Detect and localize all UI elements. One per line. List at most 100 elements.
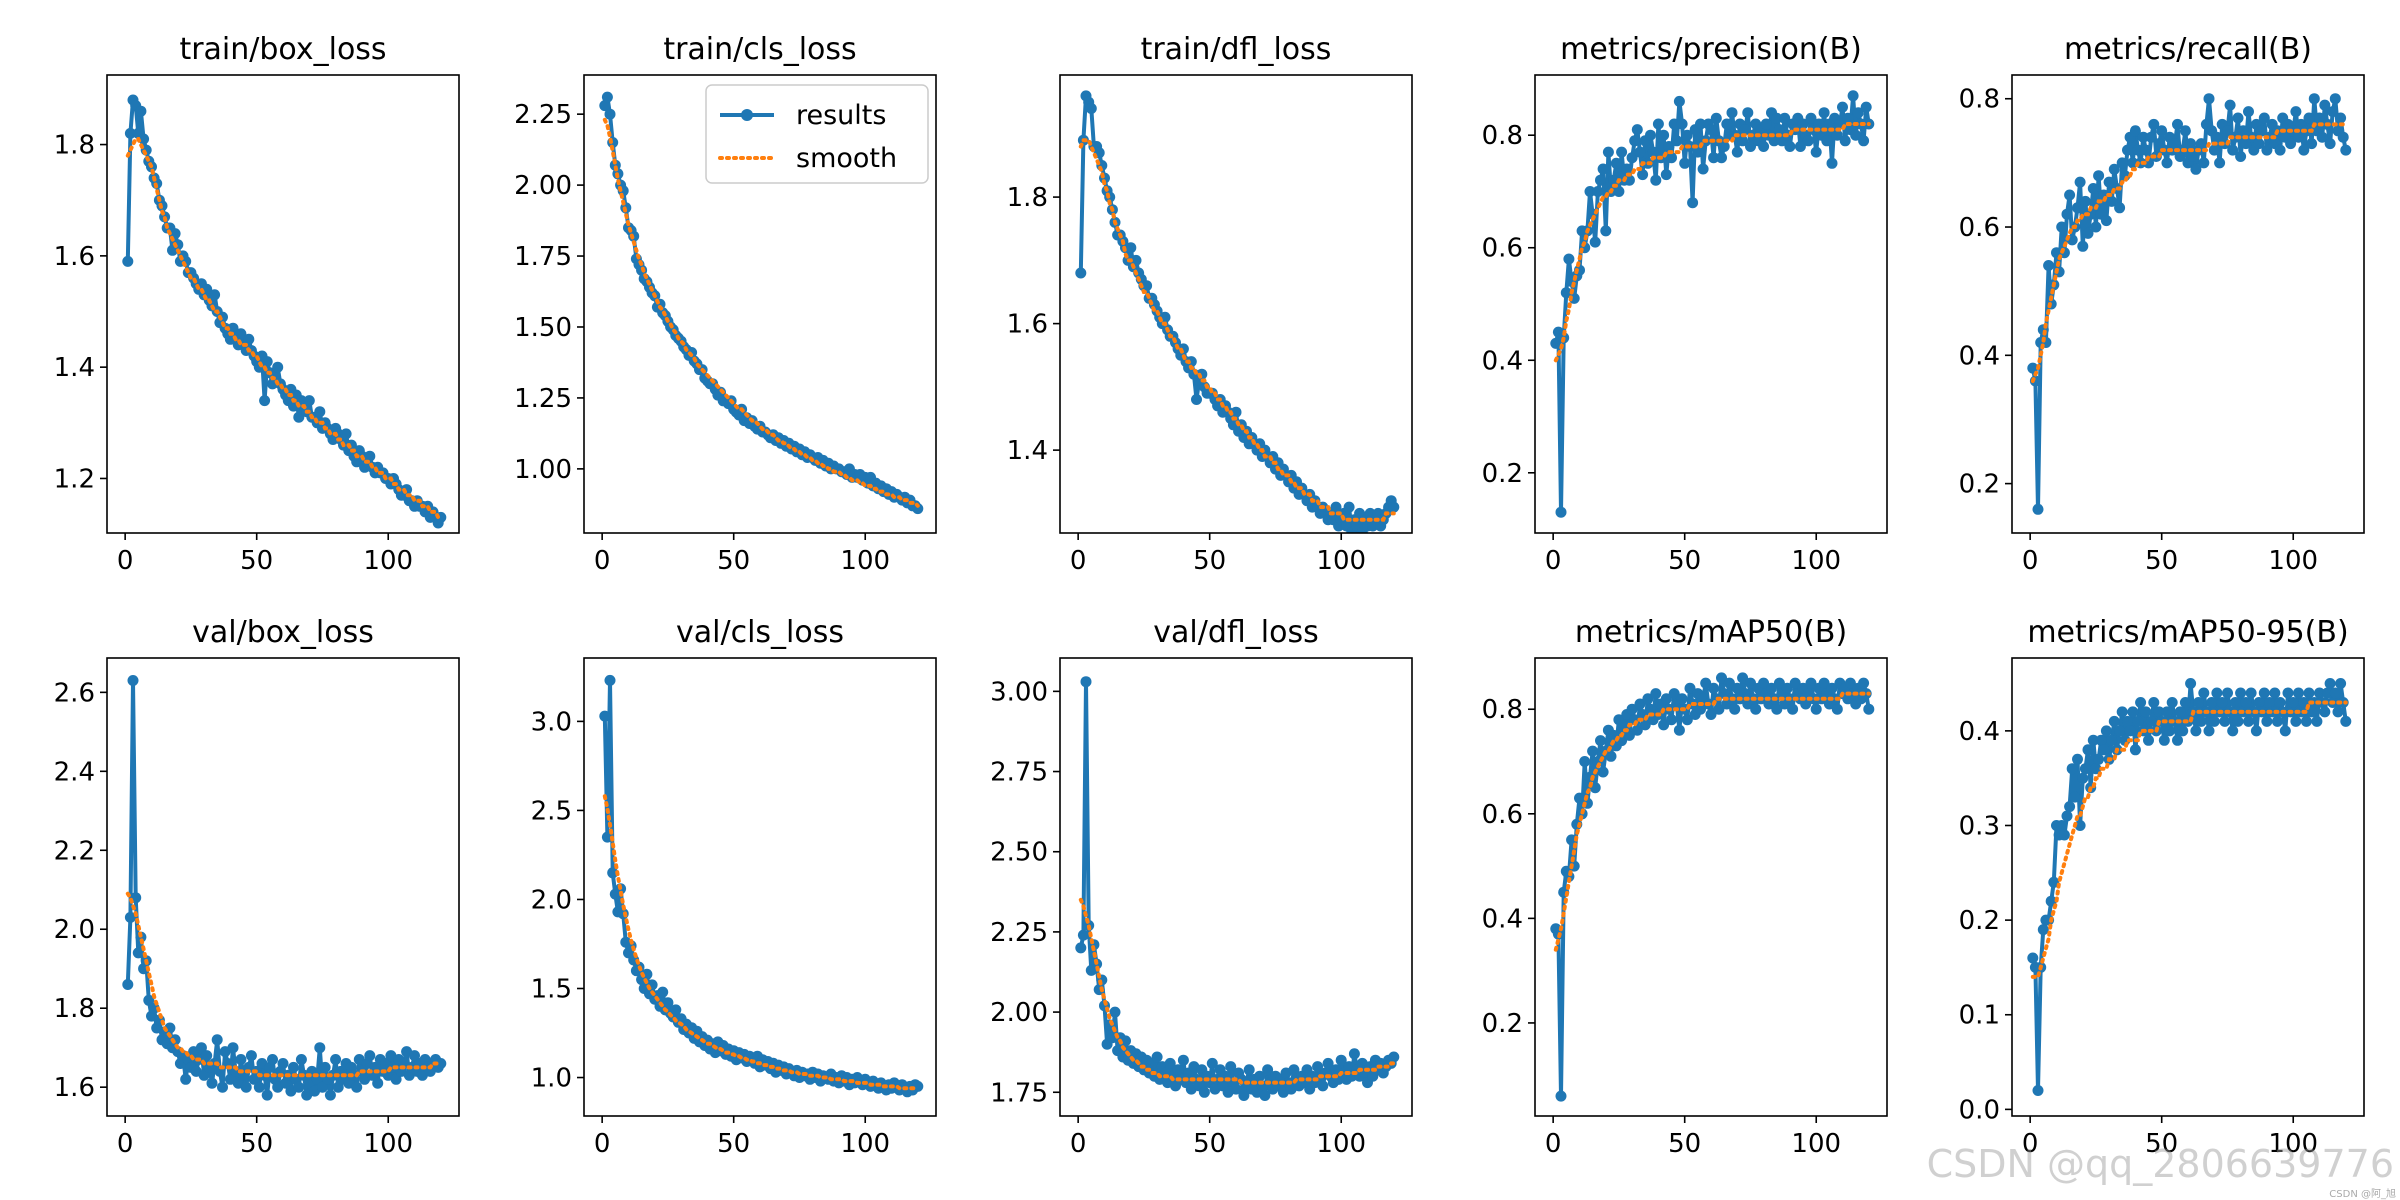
x-tick-label: 0 — [1070, 1129, 1087, 1159]
data-point — [2274, 697, 2286, 708]
data-point — [1673, 724, 1685, 736]
data-point — [2282, 687, 2294, 699]
subplot-val-box-loss: val/box_loss 0 50 100 1.6 1.8 2.0 2.2 2.4 2.6 — [54, 615, 460, 1159]
x-tick-label: 50 — [1193, 1129, 1226, 1159]
y-tick-label: 1.6 — [1007, 310, 1048, 340]
results-markers — [1075, 676, 1400, 1101]
data-point — [1750, 703, 1762, 715]
data-point — [1639, 719, 1651, 731]
data-point — [1668, 118, 1680, 130]
y-tick-label: 0.2 — [1959, 470, 2000, 500]
data-point — [2106, 195, 2118, 207]
data-point — [1671, 135, 1683, 147]
data-point — [277, 1058, 289, 1069]
data-point — [2298, 144, 2310, 156]
data-point — [1647, 146, 1659, 158]
data-point — [2269, 687, 2281, 699]
results-markers — [2027, 93, 2352, 515]
data-point — [1708, 152, 1720, 164]
data-point — [1826, 682, 1838, 694]
data-point — [2256, 125, 2268, 137]
x-tick-label: 0 — [594, 546, 611, 576]
axes-frame — [1534, 657, 1888, 1117]
x-tick-label: 50 — [2145, 546, 2178, 576]
data-point — [124, 127, 136, 139]
data-point — [1597, 766, 1609, 778]
data-point — [317, 1081, 328, 1093]
data-point — [2253, 697, 2265, 708]
data-point — [1595, 174, 1606, 186]
x-tick-label: 100 — [840, 1129, 890, 1159]
data-point — [2293, 131, 2304, 143]
data-point — [1109, 1006, 1121, 1018]
x-tick-label: 0 — [1545, 546, 1562, 576]
data-point — [2327, 106, 2339, 118]
data-point — [195, 1042, 207, 1054]
x-tick-label: 50 — [1193, 546, 1226, 576]
data-point — [253, 1081, 265, 1093]
x-tick-label: 100 — [2268, 1129, 2318, 1159]
data-point — [1608, 174, 1620, 186]
data-point — [1813, 118, 1825, 130]
data-point — [1787, 703, 1799, 715]
data-point — [1631, 724, 1643, 736]
subplot-metrics-map50-95-b-: metrics/mAP50-95(B) 0 50 100 0.0 0.1 0.2 0.3 0.4 — [1959, 615, 2365, 1159]
watermark-small: CSDN @阿_旭 — [2329, 1189, 2396, 1200]
data-point — [1663, 141, 1675, 152]
data-point — [1262, 1064, 1274, 1076]
data-point — [1839, 135, 1851, 147]
subplot-title: metrics/mAP50(B) — [1575, 615, 1847, 650]
data-point — [2235, 151, 2247, 162]
subplot-train-box-loss: train/box_loss 0 50 100 1.2 1.4 1.6 1.8 — [54, 32, 460, 576]
legend-results-label: results — [796, 100, 886, 131]
smooth-line — [1553, 122, 1871, 363]
data-point — [1773, 124, 1785, 136]
data-point — [1768, 135, 1780, 147]
x-tick-label: 100 — [1316, 1129, 1366, 1159]
data-point — [2195, 715, 2207, 727]
data-point — [1758, 141, 1770, 152]
y-tick-label: 1.25 — [514, 384, 572, 414]
data-point — [1141, 280, 1153, 292]
data-point — [330, 1054, 342, 1065]
data-point — [2169, 715, 2181, 727]
data-point — [1075, 942, 1087, 954]
data-point — [1844, 677, 1856, 689]
plot-area — [2027, 93, 2352, 515]
data-point — [2090, 763, 2102, 775]
data-point — [1600, 225, 1612, 237]
plot-area — [1075, 90, 1400, 533]
data-point — [2195, 138, 2207, 150]
subplot-title: metrics/precision(B) — [1560, 32, 1862, 67]
data-point — [1312, 1061, 1324, 1073]
data-point — [143, 994, 155, 1006]
data-point — [1797, 118, 1809, 130]
data-point — [1623, 729, 1635, 741]
data-point — [1587, 745, 1599, 757]
data-point — [324, 1089, 336, 1101]
y-tick-label: 1.2 — [54, 464, 95, 494]
data-point — [1579, 756, 1591, 767]
subplot-val-dfl-loss: val/dfl_loss 0 50 100 1.75 2.00 2.25 2.50 2.75 3.… — [990, 615, 1413, 1159]
y-tick-label: 0.2 — [1482, 1009, 1523, 1039]
data-point — [235, 1054, 247, 1065]
data-point — [272, 361, 284, 373]
data-point — [259, 395, 271, 407]
axes-frame — [2011, 657, 2365, 1117]
data-point — [1687, 197, 1699, 209]
data-point — [1198, 1086, 1210, 1098]
data-point — [2161, 706, 2173, 718]
x-tick-label: 100 — [1791, 1129, 1841, 1159]
data-point — [2303, 112, 2315, 124]
smooth-line — [125, 891, 443, 1078]
data-point — [209, 289, 221, 301]
data-point — [2261, 144, 2273, 156]
axes-frame — [1059, 74, 1413, 534]
data-point — [2198, 687, 2210, 699]
data-point — [2148, 697, 2160, 708]
data-point — [2108, 715, 2120, 727]
data-point — [1713, 703, 1725, 715]
data-point — [1766, 682, 1777, 694]
data-point — [2077, 240, 2089, 252]
data-point — [1595, 735, 1606, 747]
